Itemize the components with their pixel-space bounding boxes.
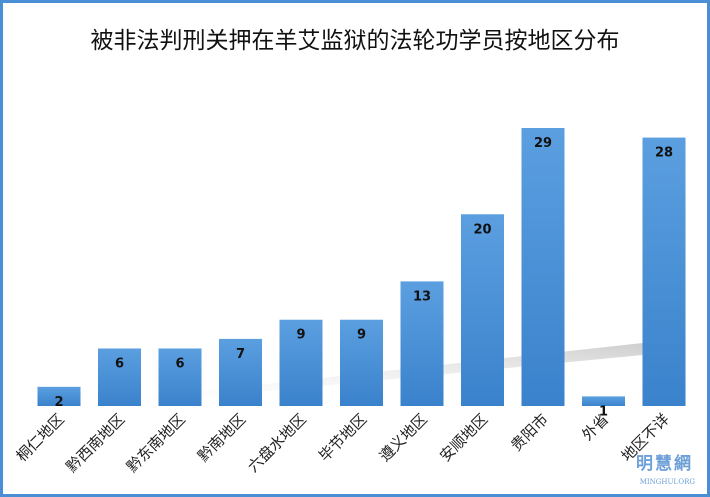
category-label-5: 毕节地区 (315, 410, 370, 465)
bar-4 (279, 319, 323, 406)
data-label-9: 1 (599, 404, 608, 419)
bar-2 (158, 348, 202, 406)
category-label-6: 遵义地区 (376, 410, 431, 465)
bar-7 (461, 214, 504, 406)
data-label-7: 20 (473, 222, 491, 237)
bar-10 (642, 137, 686, 406)
category-label-8: 贵阳市 (507, 410, 552, 455)
bar-9 (582, 396, 625, 406)
category-label-7: 安顺地区 (436, 410, 491, 465)
category-label-0: 桐仁地区 (13, 410, 68, 465)
watermark-sub: MINGHUI.ORG (639, 478, 695, 486)
bar-1 (98, 348, 141, 406)
bar-8 (521, 128, 565, 406)
bar-3 (219, 338, 262, 406)
data-label-2: 6 (175, 356, 184, 371)
data-label-10: 28 (655, 146, 673, 161)
category-label-1: 黔西南地区 (63, 410, 129, 476)
bar-5 (340, 319, 383, 406)
data-label-0: 2 (54, 395, 63, 410)
bar-6 (400, 281, 444, 406)
category-label-2: 黔东南地区 (123, 410, 189, 476)
data-label-3: 7 (236, 347, 245, 362)
watermark-logo: 明慧網 (636, 454, 693, 474)
chart-title: 被非法判刑关押在羊艾监狱的法轮功学员按地区分布 (90, 28, 620, 54)
data-label-5: 9 (357, 328, 366, 343)
data-label-4: 9 (296, 328, 305, 343)
category-label-4: 六盘水地区 (244, 410, 310, 476)
category-label-3: 黔南地区 (194, 410, 249, 465)
data-label-8: 29 (534, 136, 552, 151)
bar-0 (37, 386, 81, 406)
data-label-6: 13 (413, 289, 431, 304)
data-label-1: 6 (115, 356, 124, 371)
